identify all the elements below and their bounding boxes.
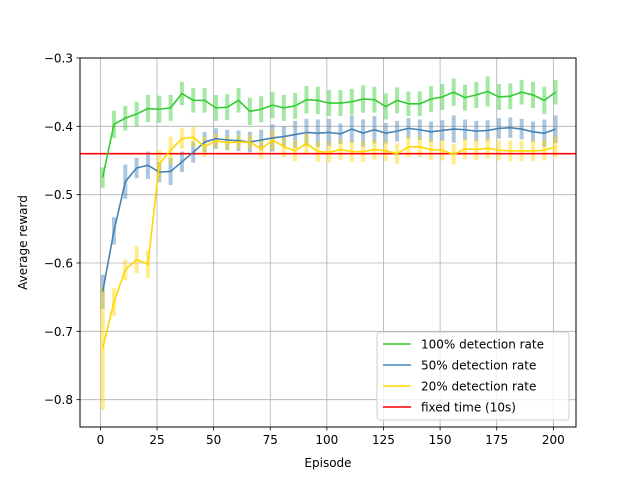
- x-axis-ticks: 0 25 50 75 100 125 150 175 200: [97, 427, 565, 447]
- legend: 100% detection rate 50% detection rate 2…: [376, 331, 570, 421]
- x-tick-label: 50: [206, 433, 221, 447]
- series-line-0: [101, 90, 557, 178]
- legend-label-100pct: 100% detection rate: [421, 338, 544, 352]
- series-line-1: [101, 126, 556, 292]
- legend-label-20pct: 20% detection rate: [421, 380, 536, 394]
- x-tick-label: 175: [485, 433, 508, 447]
- x-tick-label: 0: [97, 433, 105, 447]
- y-tick-label: −0.7: [44, 325, 73, 339]
- x-tick-label: 125: [372, 433, 395, 447]
- axes-frame: [79, 57, 577, 428]
- x-tick-label: 200: [542, 433, 565, 447]
- x-axis-label: Episode: [304, 456, 351, 470]
- y-tick-label: −0.3: [44, 52, 73, 66]
- x-tick-label: 25: [149, 433, 164, 447]
- legend-label-50pct: 50% detection rate: [421, 359, 536, 373]
- y-axis-label: Average reward: [16, 195, 30, 290]
- series-line-2: [101, 136, 556, 349]
- y-tick-label: −0.5: [44, 188, 73, 202]
- y-tick-label: −0.4: [44, 120, 73, 134]
- grid-lines: [80, 57, 576, 427]
- x-tick-label: 100: [315, 433, 338, 447]
- y-tick-label: −0.8: [44, 393, 73, 407]
- y-tick-label: −0.6: [44, 257, 73, 271]
- x-tick-label: 75: [263, 433, 278, 447]
- x-tick-label: 150: [429, 433, 452, 447]
- series-lines: [101, 90, 557, 349]
- legend-box: [376, 331, 570, 421]
- legend-label-fixed-time: fixed time (10s): [421, 401, 516, 415]
- y-axis-ticks: −0.8 −0.7 −0.6 −0.5 −0.4 −0.3: [44, 52, 80, 407]
